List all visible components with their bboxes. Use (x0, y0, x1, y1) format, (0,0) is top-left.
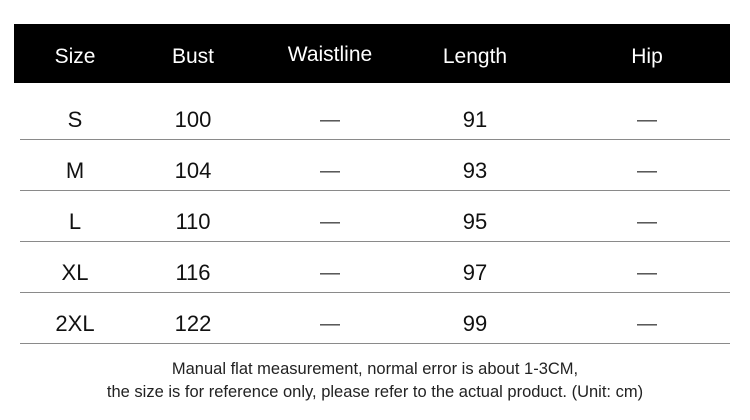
table-row: S 100 — 91 — (20, 88, 730, 140)
cell-length: 99 (462, 311, 488, 336)
cell-waistline: — (320, 160, 340, 182)
header-size: Size (54, 45, 96, 68)
cell-bust: 104 (174, 158, 212, 183)
cell-hip: — (637, 262, 657, 284)
table-row: L 110 — 95 — (20, 190, 730, 242)
cell-length: 93 (462, 158, 488, 183)
cell-length: 91 (462, 107, 488, 132)
cell-hip: — (637, 160, 657, 182)
cell-hip: — (637, 313, 657, 335)
cell-size: L (68, 209, 82, 234)
cell-size: S (67, 107, 83, 132)
cell-length: 95 (462, 209, 488, 234)
cell-bust: 110 (175, 209, 211, 234)
footer-note: Manual flat measurement, normal error is… (0, 358, 750, 404)
table-row: XL 116 — 97 — (20, 241, 730, 293)
header-length: Length (442, 45, 508, 68)
cell-waistline: — (320, 313, 340, 335)
cell-bust: 100 (174, 107, 212, 132)
footer-line-2: the size is for reference only, please r… (106, 383, 644, 401)
cell-waistline: — (320, 262, 340, 284)
table-header: Size Bust Waistline Length Hip (14, 24, 730, 83)
footer-line-1: Manual flat measurement, normal error is… (171, 360, 579, 378)
cell-hip: — (637, 109, 657, 131)
header-waistline: Waistline (287, 43, 373, 66)
cell-length: 97 (462, 260, 488, 285)
cell-size: XL (61, 260, 89, 285)
header-bust: Bust (171, 45, 215, 68)
cell-bust: 122 (174, 311, 212, 336)
table-row: 2XL 122 — 99 — (20, 292, 730, 344)
cell-size: M (65, 158, 85, 183)
table-row: M 104 — 93 — (20, 139, 730, 191)
cell-bust: 116 (175, 260, 211, 285)
cell-hip: — (637, 211, 657, 233)
cell-waistline: — (320, 211, 340, 233)
cell-size: 2XL (55, 311, 95, 336)
header-hip: Hip (631, 45, 663, 68)
cell-waistline: — (320, 109, 340, 131)
